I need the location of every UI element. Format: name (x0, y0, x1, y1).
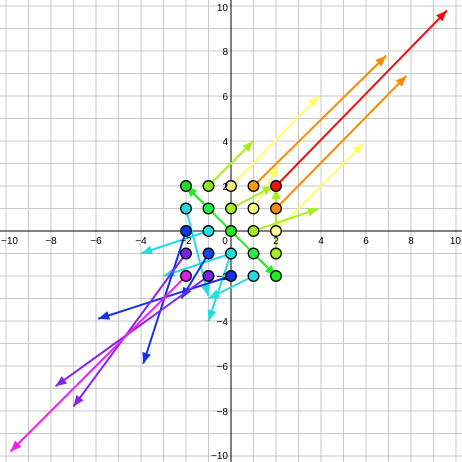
vector-arrow (207, 140, 255, 187)
grid-point[interactable] (270, 202, 282, 215)
grid-point[interactable] (180, 270, 192, 282)
vector-arrow (140, 230, 209, 255)
vector-shaft (72, 252, 187, 408)
x-tick-label: −4 (135, 236, 147, 247)
vector-arrow (275, 75, 408, 210)
arrowhead (306, 207, 319, 217)
vector-arrow (252, 54, 387, 187)
vector-shaft (252, 54, 387, 187)
vector-arrow (271, 188, 281, 254)
grid-point[interactable] (247, 247, 260, 260)
grid-point[interactable] (270, 247, 282, 260)
y-tick-label: −2 (217, 272, 229, 283)
vector-shaft (253, 207, 320, 232)
grid-point[interactable] (202, 225, 215, 237)
vector-shaft (275, 142, 365, 232)
vector-arrow (207, 253, 232, 322)
arrowhead (141, 245, 153, 255)
grid-point[interactable] (180, 202, 192, 215)
y-tick-label: −8 (217, 407, 229, 418)
grid-point[interactable] (225, 180, 237, 192)
vector-arrow (185, 208, 211, 297)
vectors (9, 9, 448, 453)
vector-shaft (275, 9, 448, 187)
x-tick-label: −10 (1, 236, 18, 247)
points (180, 180, 282, 282)
x-tick-label: 10 (450, 236, 462, 247)
grid-point[interactable] (225, 270, 237, 282)
arrowhead (268, 165, 279, 178)
vector-arrow (275, 9, 448, 187)
arrowhead (55, 376, 68, 387)
arrowhead (73, 394, 84, 407)
arrowhead (142, 351, 151, 364)
vector-arrow (253, 207, 320, 232)
arrowhead (242, 141, 254, 152)
arrowhead (10, 440, 22, 452)
arrowhead (352, 143, 364, 155)
y-tick-label: −4 (217, 317, 229, 328)
grid-point[interactable] (270, 225, 282, 237)
arrowhead (307, 96, 319, 108)
x-tick-label: 4 (318, 236, 324, 247)
x-tick-label: −6 (90, 236, 102, 247)
grid-point[interactable] (202, 202, 215, 215)
grid-point[interactable] (225, 225, 237, 237)
vector-arrow (72, 252, 187, 408)
arrowhead (395, 75, 407, 87)
grid-point[interactable] (270, 180, 282, 192)
grid-point[interactable] (247, 270, 260, 282)
vector-shaft (185, 208, 210, 297)
grid-point[interactable] (247, 202, 260, 215)
x-tick-label: 2 (273, 236, 279, 247)
x-tick-label: −2 (180, 236, 192, 247)
y-tick-label: −10 (211, 451, 228, 462)
tick-labels: −10 −8 −6 −4 −2 0 2 4 6 8 10 −10 −8 −6 −4 −2 2 4 6 8 10 (1, 3, 461, 462)
arrowhead (375, 55, 387, 67)
y-tick-label: 10 (217, 3, 229, 14)
x-tick-label: 6 (363, 236, 369, 247)
y-tick-label: 6 (222, 92, 228, 103)
grid-point[interactable] (180, 180, 192, 192)
arrowhead (207, 309, 217, 321)
grid-point[interactable] (202, 270, 215, 282)
arrowhead (271, 188, 281, 200)
grid-point[interactable] (225, 202, 237, 215)
arrowhead (436, 10, 447, 22)
vector-shaft (163, 252, 232, 277)
y-tick-label: 4 (222, 137, 228, 148)
arrowhead (201, 284, 211, 297)
vector-arrow (275, 142, 365, 232)
vector-shaft (9, 275, 187, 453)
grid-point[interactable] (180, 225, 192, 237)
grid-point[interactable] (270, 270, 282, 282)
y-tick-label: 8 (222, 47, 228, 58)
grid-point[interactable] (202, 180, 215, 192)
vector-arrow (9, 275, 187, 453)
y-tick-label: −6 (217, 362, 229, 373)
vector-arrow (230, 95, 320, 187)
grid-point[interactable] (247, 180, 260, 192)
x-tick-label: −8 (45, 236, 57, 247)
grid-point[interactable] (202, 247, 215, 260)
y-tick-label: 2 (222, 182, 228, 193)
vector-shaft (275, 75, 408, 210)
arrowhead (98, 311, 111, 320)
vector-shaft (230, 95, 320, 187)
grid-point[interactable] (247, 225, 260, 237)
x-tick-label: 0 (222, 236, 228, 247)
grid-point[interactable] (180, 247, 192, 260)
x-tick-label: 8 (408, 236, 414, 247)
vector-shaft (140, 230, 209, 255)
vector-shaft (207, 253, 232, 322)
grid-point[interactable] (225, 247, 237, 260)
